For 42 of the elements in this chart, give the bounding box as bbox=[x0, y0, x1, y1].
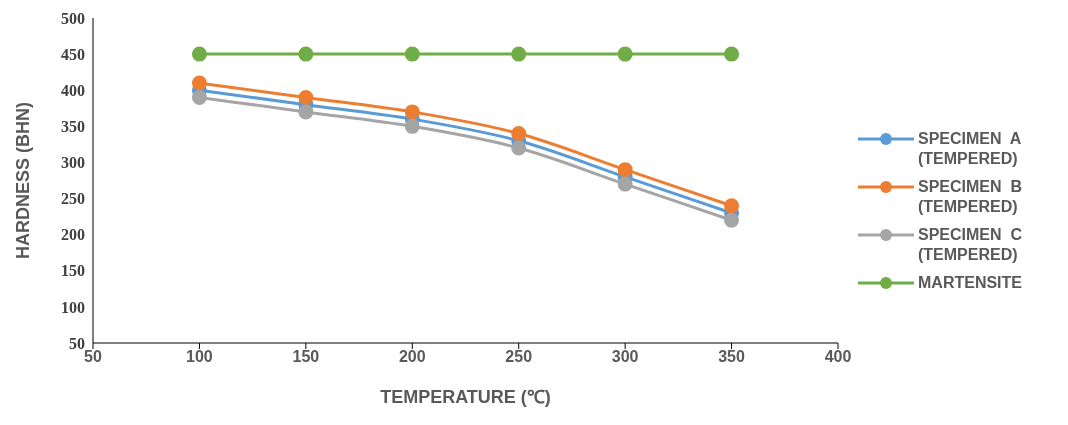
y-tick-label: 450 bbox=[61, 45, 85, 63]
legend-label: MARTENSITE bbox=[918, 272, 1023, 293]
y-tick-label: 350 bbox=[61, 118, 85, 136]
y-tick-label: 250 bbox=[61, 190, 85, 208]
y-tick-label: 100 bbox=[61, 298, 85, 316]
y-tick-label: 300 bbox=[61, 154, 85, 172]
point bbox=[724, 198, 740, 214]
x-tick-label: 400 bbox=[824, 348, 852, 366]
x-tick-label: 250 bbox=[505, 348, 533, 366]
y-tick-label: 200 bbox=[61, 226, 85, 244]
x-tick-label: 150 bbox=[292, 348, 320, 366]
point bbox=[724, 46, 740, 62]
legend-label: SPECIMEN C (TEMPERED) bbox=[918, 224, 1023, 265]
y-tick-label: 50 bbox=[69, 334, 85, 352]
point bbox=[617, 162, 633, 178]
point bbox=[404, 104, 420, 120]
point bbox=[404, 118, 420, 134]
x-tick-label: 200 bbox=[398, 348, 426, 366]
x-tick-label: 350 bbox=[718, 348, 746, 366]
point bbox=[511, 46, 527, 62]
point bbox=[511, 126, 527, 142]
legend-label: SPECIMEN B (TEMPERED) bbox=[918, 176, 1023, 217]
x-tick-label: 100 bbox=[186, 348, 213, 366]
point bbox=[191, 75, 207, 91]
point bbox=[617, 46, 633, 62]
point bbox=[298, 104, 314, 120]
x-axis-title: TEMPERATURE (℃) bbox=[380, 387, 551, 407]
point bbox=[724, 212, 740, 228]
point bbox=[404, 46, 420, 62]
y-tick-label: 150 bbox=[61, 262, 85, 280]
y-tick-label: 400 bbox=[61, 81, 85, 99]
point bbox=[191, 46, 207, 62]
y-tick-label: 500 bbox=[61, 9, 85, 27]
x-tick-label: 300 bbox=[611, 348, 639, 366]
y-axis-title: HARDNESS (BHN) bbox=[13, 102, 34, 259]
point bbox=[298, 89, 314, 105]
point bbox=[191, 89, 207, 105]
x-tick-label: 50 bbox=[84, 348, 102, 366]
point bbox=[511, 140, 527, 156]
legend-label: SPECIMEN A (TEMPERED) bbox=[918, 128, 1022, 169]
point bbox=[298, 46, 314, 62]
point bbox=[617, 176, 633, 192]
